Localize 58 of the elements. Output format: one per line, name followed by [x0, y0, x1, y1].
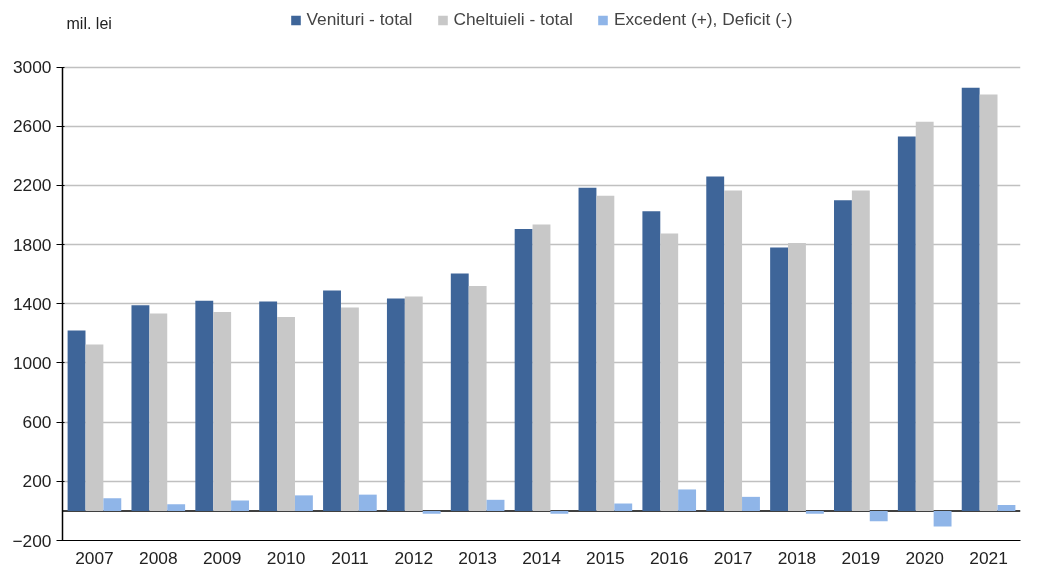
bar	[578, 187, 597, 511]
bar	[997, 504, 1016, 511]
x-tick-label: 2011	[331, 547, 369, 568]
y-axis-title: mil. lei	[66, 14, 112, 32]
x-tick-label: 2017	[713, 547, 753, 568]
y-tick-label: 200	[22, 471, 52, 492]
x-tick-label: 2007	[75, 547, 114, 568]
bar	[869, 510, 888, 522]
bar	[231, 500, 249, 511]
bar	[450, 273, 469, 511]
bar	[614, 503, 633, 511]
bar	[642, 211, 661, 511]
bar	[323, 290, 341, 511]
bar	[358, 494, 377, 511]
x-tick-label: 2014	[522, 547, 562, 568]
x-tick-label: 2019	[841, 547, 881, 568]
bar	[386, 298, 405, 511]
bar	[770, 247, 789, 511]
x-tick-label: 2009	[202, 547, 242, 568]
bar	[834, 200, 852, 511]
bar	[550, 510, 569, 514]
x-tick-label: 2015	[586, 547, 625, 568]
legend-label: Venituri - total	[306, 9, 413, 30]
bar	[897, 136, 916, 511]
bar	[514, 229, 533, 511]
bar	[67, 330, 86, 511]
y-tick-label: 3000	[12, 57, 52, 78]
x-tick-label: 2008	[139, 547, 178, 568]
bar	[805, 510, 824, 514]
bar	[706, 176, 725, 511]
x-tick-label: 2020	[905, 547, 944, 568]
bar	[742, 496, 760, 511]
bar	[259, 301, 278, 511]
bar	[167, 504, 186, 511]
y-tick-label: 2600	[12, 116, 52, 137]
y-tick-label: 1400	[12, 293, 52, 314]
x-tick-label: 2021	[969, 547, 1008, 568]
y-tick-label: 600	[22, 412, 52, 433]
bar	[961, 87, 980, 511]
y-tick-label: 1000	[12, 352, 52, 373]
bar	[678, 489, 697, 511]
legend-label: Cheltuieli - total	[453, 9, 573, 30]
bar	[294, 495, 313, 511]
x-tick-label: 2016	[649, 547, 689, 568]
bar	[103, 498, 122, 511]
x-tick-label: 2012	[394, 547, 434, 568]
x-tick-label: 2018	[777, 547, 817, 568]
legend-label: Excedent (+), Deficit (-)	[613, 9, 793, 30]
x-tick-label: 2013	[458, 547, 497, 568]
bar	[486, 499, 505, 511]
y-tick-label: 2200	[12, 175, 52, 196]
y-tick-label: −200	[12, 530, 52, 551]
x-tick-label: 2010	[266, 547, 306, 568]
bar	[933, 510, 952, 527]
bar	[422, 510, 441, 514]
bar	[131, 305, 150, 511]
bar	[195, 300, 214, 511]
y-tick-label: 1800	[12, 234, 52, 255]
